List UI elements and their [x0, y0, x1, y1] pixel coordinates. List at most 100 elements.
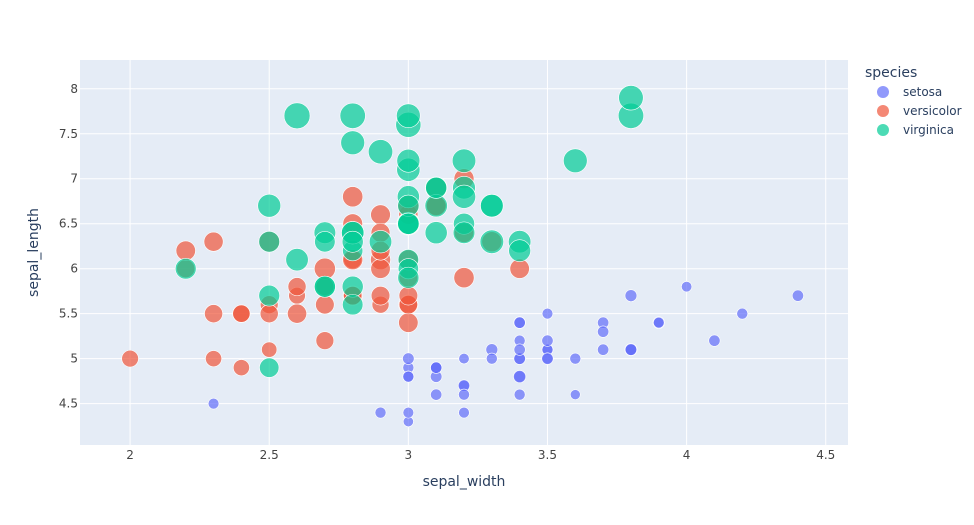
y-axis-title: sepal_length — [26, 208, 42, 297]
data-point[interactable] — [513, 316, 526, 329]
data-point[interactable] — [368, 230, 393, 254]
data-point[interactable] — [396, 103, 421, 128]
data-point[interactable] — [257, 193, 282, 218]
data-point[interactable] — [261, 341, 278, 358]
data-point[interactable] — [569, 389, 581, 400]
x-axis-title: sepal_width — [423, 474, 506, 490]
data-point[interactable] — [624, 289, 638, 302]
data-point[interactable] — [597, 343, 610, 356]
data-point[interactable] — [569, 352, 582, 365]
data-point[interactable] — [287, 277, 307, 297]
data-point[interactable] — [563, 148, 588, 173]
data-point[interactable] — [452, 221, 476, 244]
data-point[interactable] — [541, 307, 554, 320]
data-point[interactable] — [708, 334, 721, 347]
data-point[interactable] — [342, 186, 364, 208]
data-point[interactable] — [204, 304, 223, 324]
data-point[interactable] — [397, 266, 420, 289]
data-point[interactable] — [342, 294, 364, 316]
data-point[interactable] — [396, 148, 421, 173]
data-point[interactable] — [259, 304, 279, 324]
data-point[interactable] — [513, 388, 526, 401]
data-point[interactable] — [232, 304, 251, 323]
data-point[interactable] — [341, 230, 364, 253]
data-point[interactable] — [258, 284, 280, 307]
x-tick-label: 3.5 — [538, 448, 557, 462]
data-point[interactable] — [175, 257, 197, 280]
data-point[interactable] — [402, 352, 415, 365]
data-point[interactable] — [451, 148, 477, 173]
legend-marker — [877, 124, 889, 136]
legend-item-setosa[interactable]: setosa — [877, 85, 942, 99]
data-point[interactable] — [541, 334, 554, 347]
data-point[interactable] — [513, 343, 526, 356]
data-point[interactable] — [315, 295, 335, 315]
data-point[interactable] — [618, 85, 644, 111]
x-tick-label: 2.5 — [260, 448, 279, 462]
legend-item-virginica[interactable]: virginica — [877, 123, 954, 137]
data-point[interactable] — [285, 248, 309, 272]
data-point[interactable] — [203, 231, 224, 252]
data-point[interactable] — [339, 102, 366, 129]
data-point[interactable] — [424, 221, 448, 245]
data-point[interactable] — [314, 275, 336, 298]
data-point[interactable] — [370, 286, 391, 306]
data-point[interactable] — [480, 194, 504, 218]
data-point[interactable] — [205, 350, 222, 368]
legend-marker — [877, 86, 889, 98]
data-point[interactable] — [398, 312, 419, 333]
data-point[interactable] — [597, 325, 610, 338]
data-point[interactable] — [315, 331, 335, 350]
data-point[interactable] — [425, 176, 448, 199]
legend-item-versicolor[interactable]: versicolor — [877, 104, 962, 118]
data-point[interactable] — [653, 316, 665, 329]
data-point[interactable] — [283, 102, 311, 130]
data-point[interactable] — [121, 349, 139, 368]
legend-label: versicolor — [903, 104, 962, 118]
data-point[interactable] — [370, 258, 391, 279]
data-point[interactable] — [452, 184, 476, 209]
y-tick-label: 6.5 — [59, 217, 78, 231]
data-point[interactable] — [341, 275, 364, 298]
data-point[interactable] — [258, 230, 280, 253]
data-point[interactable] — [458, 353, 470, 365]
data-point[interactable] — [259, 357, 280, 378]
data-point[interactable] — [513, 370, 527, 384]
data-point[interactable] — [402, 406, 415, 419]
x-tick-label: 4.5 — [816, 448, 835, 462]
y-tick-label: 4.5 — [59, 397, 78, 411]
data-point[interactable] — [624, 343, 638, 356]
data-point[interactable] — [485, 352, 498, 365]
data-point[interactable] — [402, 370, 415, 383]
data-point[interactable] — [398, 286, 418, 306]
legend-label: virginica — [903, 123, 954, 137]
data-point[interactable] — [508, 239, 531, 262]
data-point[interactable] — [368, 139, 394, 165]
data-point[interactable] — [340, 130, 365, 155]
legend[interactable]: species setosa versicolor virginica — [865, 65, 962, 137]
data-point[interactable] — [736, 307, 749, 320]
data-point[interactable] — [458, 388, 470, 401]
data-point[interactable] — [207, 397, 220, 410]
data-point[interactable] — [479, 229, 504, 254]
y-tick-labels: 4.5 5 5.5 6 6.5 7 7.5 8 — [59, 82, 78, 411]
data-point[interactable] — [314, 231, 336, 253]
data-point[interactable] — [370, 204, 391, 225]
data-point[interactable] — [430, 388, 443, 401]
data-point[interactable] — [287, 303, 307, 324]
data-point[interactable] — [175, 240, 196, 261]
data-point[interactable] — [541, 352, 554, 365]
data-point[interactable] — [453, 267, 475, 289]
data-point[interactable] — [458, 406, 470, 419]
legend-title: species — [865, 65, 917, 81]
data-point[interactable] — [374, 406, 387, 419]
data-point[interactable] — [232, 359, 250, 377]
data-point[interactable] — [681, 281, 693, 293]
data-point[interactable] — [430, 361, 443, 374]
x-tick-label: 2 — [126, 448, 134, 462]
data-point[interactable] — [791, 289, 804, 302]
series-virginica — [175, 85, 644, 378]
x-tick-label: 4 — [683, 448, 691, 462]
y-tick-label: 5 — [70, 352, 78, 366]
data-point[interactable] — [397, 212, 420, 235]
